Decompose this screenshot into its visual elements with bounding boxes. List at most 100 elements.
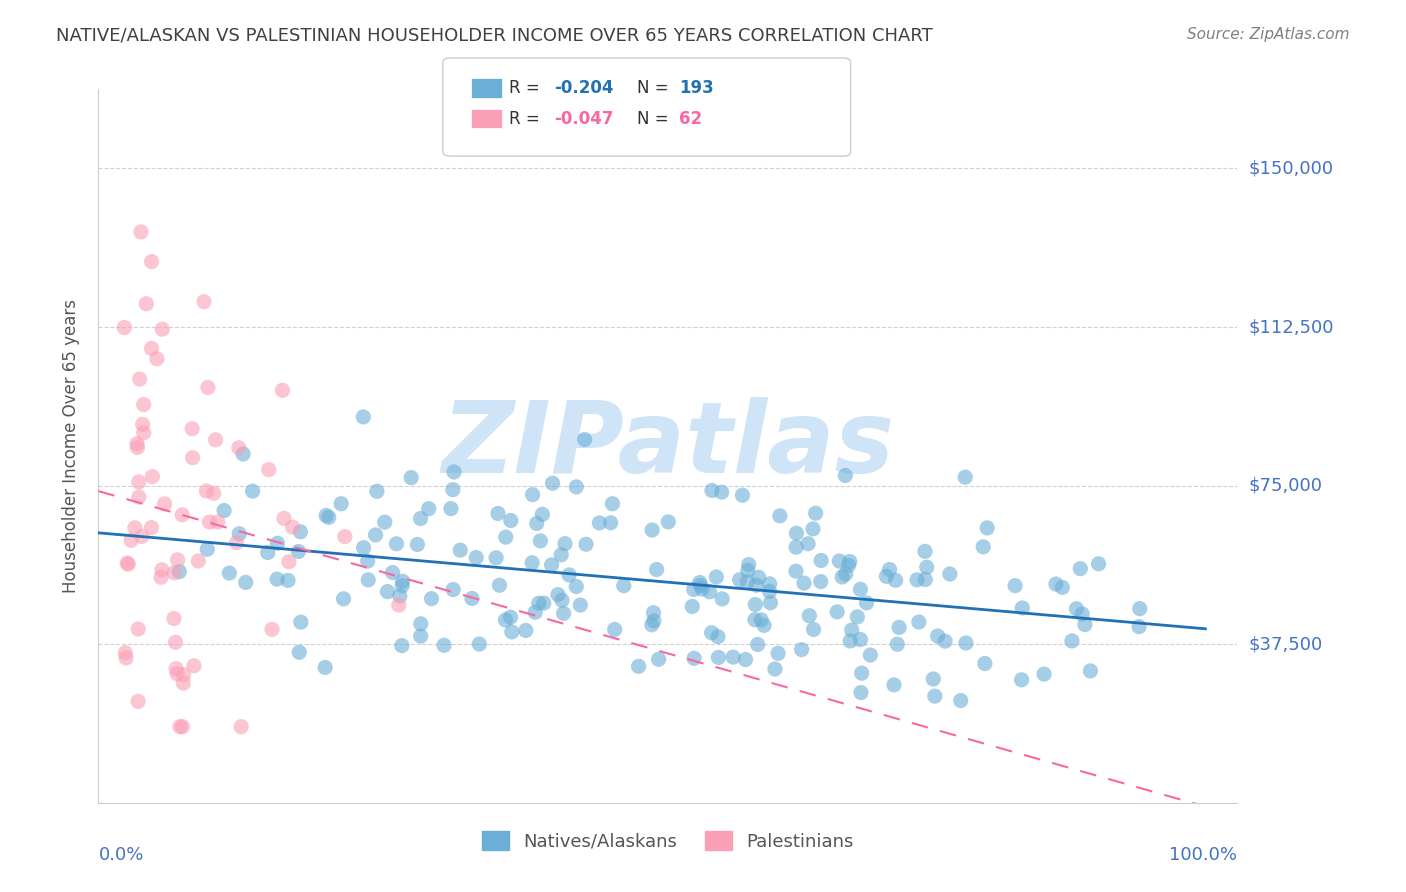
Natives/Alaskans: [886, 637, 908, 651]
Palestinians: [257, 462, 280, 476]
Natives/Alaskans: [647, 652, 669, 666]
Palestinians: [271, 384, 294, 398]
Natives/Alaskans: [839, 634, 862, 648]
Natives/Alaskans: [1080, 664, 1102, 678]
Natives/Alaskans: [645, 562, 668, 576]
Natives/Alaskans: [711, 591, 734, 606]
Natives/Alaskans: [526, 516, 548, 531]
Natives/Alaskans: [565, 480, 588, 494]
Natives/Alaskans: [569, 598, 592, 612]
Palestinians: [128, 475, 150, 489]
Natives/Alaskans: [449, 543, 471, 558]
Natives/Alaskans: [388, 589, 411, 603]
Text: 193: 193: [679, 79, 714, 97]
Palestinians: [166, 666, 188, 681]
Natives/Alaskans: [883, 678, 905, 692]
Natives/Alaskans: [745, 578, 768, 592]
Natives/Alaskans: [540, 558, 562, 572]
Palestinians: [388, 598, 411, 612]
Natives/Alaskans: [831, 570, 853, 584]
Natives/Alaskans: [515, 624, 537, 638]
Natives/Alaskans: [841, 623, 863, 637]
Natives/Alaskans: [235, 575, 257, 590]
Natives/Alaskans: [499, 610, 522, 624]
Natives/Alaskans: [728, 573, 751, 587]
Palestinians: [141, 254, 163, 268]
Natives/Alaskans: [721, 650, 744, 665]
Natives/Alaskans: [804, 506, 827, 520]
Palestinians: [277, 555, 299, 569]
Natives/Alaskans: [242, 484, 264, 499]
Natives/Alaskans: [846, 610, 869, 624]
Text: 62: 62: [679, 110, 702, 128]
Palestinians: [281, 520, 304, 534]
Natives/Alaskans: [834, 566, 856, 581]
Natives/Alaskans: [441, 582, 464, 597]
Palestinians: [132, 425, 155, 440]
Text: $150,000: $150,000: [1249, 160, 1334, 178]
Natives/Alaskans: [972, 540, 994, 554]
Natives/Alaskans: [465, 550, 488, 565]
Palestinians: [197, 380, 219, 394]
Palestinians: [333, 530, 356, 544]
Natives/Alaskans: [318, 510, 340, 524]
Palestinians: [127, 622, 149, 636]
Natives/Alaskans: [934, 634, 956, 648]
Natives/Alaskans: [468, 637, 491, 651]
Natives/Alaskans: [574, 433, 596, 447]
Natives/Alaskans: [1033, 667, 1056, 681]
Palestinians: [173, 667, 195, 681]
Natives/Alaskans: [603, 623, 626, 637]
Natives/Alaskans: [681, 599, 703, 614]
Natives/Alaskans: [1045, 577, 1067, 591]
Text: -0.047: -0.047: [554, 110, 613, 128]
Natives/Alaskans: [381, 566, 404, 580]
Natives/Alaskans: [232, 447, 254, 461]
Natives/Alaskans: [884, 574, 907, 588]
Palestinians: [129, 225, 152, 239]
Natives/Alaskans: [352, 409, 374, 424]
Natives/Alaskans: [641, 617, 664, 632]
Natives/Alaskans: [531, 508, 554, 522]
Natives/Alaskans: [409, 511, 432, 525]
Natives/Alaskans: [366, 484, 388, 499]
Natives/Alaskans: [315, 508, 337, 523]
Natives/Alaskans: [1011, 601, 1033, 615]
Natives/Alaskans: [643, 614, 665, 628]
Palestinians: [195, 483, 218, 498]
Palestinians: [127, 694, 149, 708]
Palestinians: [150, 322, 173, 336]
Text: 100.0%: 100.0%: [1170, 846, 1237, 863]
Natives/Alaskans: [851, 666, 873, 681]
Palestinians: [202, 486, 225, 500]
Natives/Alaskans: [955, 636, 977, 650]
Natives/Alaskans: [353, 541, 375, 555]
Palestinians: [163, 566, 186, 580]
Text: N =: N =: [637, 79, 673, 97]
Natives/Alaskans: [1011, 673, 1033, 687]
Text: 0.0%: 0.0%: [98, 846, 143, 863]
Palestinians: [172, 508, 194, 522]
Natives/Alaskans: [599, 516, 621, 530]
Palestinians: [166, 553, 188, 567]
Natives/Alaskans: [288, 645, 311, 659]
Palestinians: [131, 417, 153, 432]
Natives/Alaskans: [924, 689, 946, 703]
Palestinians: [150, 563, 173, 577]
Natives/Alaskans: [905, 573, 928, 587]
Palestinians: [204, 433, 226, 447]
Palestinians: [120, 533, 142, 548]
Natives/Alaskans: [461, 591, 484, 606]
Natives/Alaskans: [1129, 601, 1152, 615]
Natives/Alaskans: [803, 623, 825, 637]
Natives/Alaskans: [657, 515, 679, 529]
Palestinians: [135, 297, 157, 311]
Palestinians: [128, 372, 150, 386]
Natives/Alaskans: [785, 526, 807, 541]
Palestinians: [141, 342, 163, 356]
Natives/Alaskans: [828, 554, 851, 568]
Natives/Alaskans: [915, 560, 938, 574]
Natives/Alaskans: [758, 584, 780, 599]
Natives/Alaskans: [731, 488, 754, 502]
Natives/Alaskans: [734, 652, 756, 666]
